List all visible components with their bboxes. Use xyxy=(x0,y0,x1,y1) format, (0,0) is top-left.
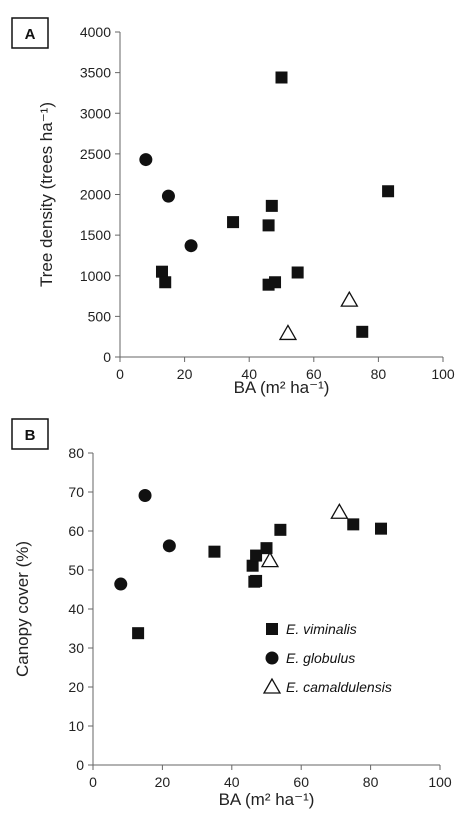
data-point-e-viminalis xyxy=(159,276,172,289)
panel-a-label: A xyxy=(25,26,36,43)
legend-label-e-globulus: E. globulus xyxy=(286,650,355,666)
x-tick-label: 80 xyxy=(371,366,387,382)
panel-a-y-axis-label: Tree density (trees ha⁻¹) xyxy=(37,102,56,287)
y-tick-label: 10 xyxy=(68,718,84,734)
x-tick-label: 60 xyxy=(306,366,322,382)
y-tick-label: 20 xyxy=(68,679,84,695)
y-tick-label: 2000 xyxy=(80,187,111,203)
y-tick-label: 60 xyxy=(68,523,84,539)
data-point-e-viminalis xyxy=(265,199,278,212)
data-point-e-viminalis xyxy=(262,219,275,232)
legend-label-e-viminalis: E. viminalis xyxy=(286,621,357,637)
data-point-e-camaldulensis xyxy=(278,324,298,341)
data-point-e-camaldulensis xyxy=(340,290,359,307)
data-point-e-viminalis xyxy=(260,542,273,555)
data-point-e-viminalis xyxy=(356,325,369,338)
x-tick-label: 20 xyxy=(177,366,193,382)
x-tick-label: 40 xyxy=(224,774,240,790)
y-tick-label: 70 xyxy=(68,484,84,500)
data-point-e-viminalis xyxy=(246,559,259,572)
data-point-e-viminalis xyxy=(269,276,282,289)
data-point-e-viminalis xyxy=(250,574,263,587)
x-tick-label: 80 xyxy=(363,774,379,790)
data-point-e-viminalis xyxy=(347,518,360,531)
x-tick-label: 0 xyxy=(116,366,124,382)
panel-a-label-box xyxy=(11,17,49,49)
y-tick-label: 4000 xyxy=(80,24,111,40)
data-point-e-viminalis xyxy=(291,266,304,279)
x-tick-label: 40 xyxy=(241,366,257,382)
panel-b-y-axis-label: Canopy cover (%) xyxy=(13,541,32,677)
panel-a-marks xyxy=(139,71,395,341)
panel-b-x-axis-label: BA (m² ha⁻¹) xyxy=(219,790,315,809)
y-tick-label: 0 xyxy=(103,349,111,365)
data-point-e-globulus xyxy=(138,489,152,503)
y-tick-label: 50 xyxy=(68,562,84,578)
panel-b-legend: E. viminalis E. globulus E. camaldulensis xyxy=(262,621,392,695)
legend-label-e-camaldulensis: E. camaldulensis xyxy=(286,679,392,695)
y-tick-label: 40 xyxy=(68,601,84,617)
x-tick-label: 0 xyxy=(89,774,97,790)
panel-a-axes: 0 500 1000 1500 2000 2500 3000 3500 4000 0 20 40 60 8… xyxy=(80,24,455,382)
data-point-e-globulus xyxy=(162,539,176,553)
data-point-e-camaldulensis xyxy=(330,502,349,519)
panel-b-axes: 0 10 20 30 40 50 60 70 80 0 20 40 60 80 100 xyxy=(68,445,451,790)
panel-a: A 0 500 1000 1500 2000 2500 3000 3500 4000 0 20 40 6… xyxy=(11,17,455,397)
x-tick-label: 20 xyxy=(155,774,171,790)
x-tick-label: 60 xyxy=(293,774,309,790)
data-point-e-viminalis xyxy=(275,71,288,84)
data-point-e-viminalis xyxy=(227,216,240,229)
panel-b-label: B xyxy=(25,427,36,444)
data-point-e-camaldulensis xyxy=(260,551,280,568)
y-tick-label: 1000 xyxy=(80,268,111,284)
data-point-e-globulus xyxy=(184,239,198,253)
y-tick-label: 500 xyxy=(88,308,112,324)
data-point-e-globulus xyxy=(114,577,128,591)
data-point-e-viminalis xyxy=(155,265,168,278)
data-point-e-viminalis xyxy=(382,185,395,198)
data-point-e-viminalis xyxy=(208,545,221,558)
data-point-e-viminalis xyxy=(375,522,388,535)
y-tick-label: 30 xyxy=(68,640,84,656)
data-point-e-globulus xyxy=(161,189,175,203)
y-tick-label: 80 xyxy=(68,445,84,461)
panel-b-label-box xyxy=(11,418,49,450)
y-tick-label: 2500 xyxy=(80,146,111,162)
data-point-e-globulus xyxy=(139,153,153,167)
data-point-e-viminalis xyxy=(250,549,263,562)
panel-b: B 0 10 20 30 40 50 60 70 80 0 20 40 60 80 100 BA (m² h… xyxy=(11,418,452,809)
x-tick-label: 100 xyxy=(428,774,452,790)
data-point-e-viminalis xyxy=(274,523,287,536)
panel-b-marks xyxy=(114,489,388,640)
legend-marker-e-globulus xyxy=(265,651,279,665)
legend-marker-e-viminalis xyxy=(266,623,278,635)
y-tick-label: 1500 xyxy=(80,227,111,243)
y-tick-label: 0 xyxy=(76,757,84,773)
y-tick-label: 3000 xyxy=(80,105,111,121)
legend-marker-e-camaldulensis xyxy=(262,677,282,694)
data-point-e-viminalis xyxy=(132,627,145,640)
y-tick-label: 3500 xyxy=(80,65,111,81)
x-tick-label: 100 xyxy=(431,366,455,382)
panel-a-x-axis-label: BA (m² ha⁻¹) xyxy=(234,378,330,397)
